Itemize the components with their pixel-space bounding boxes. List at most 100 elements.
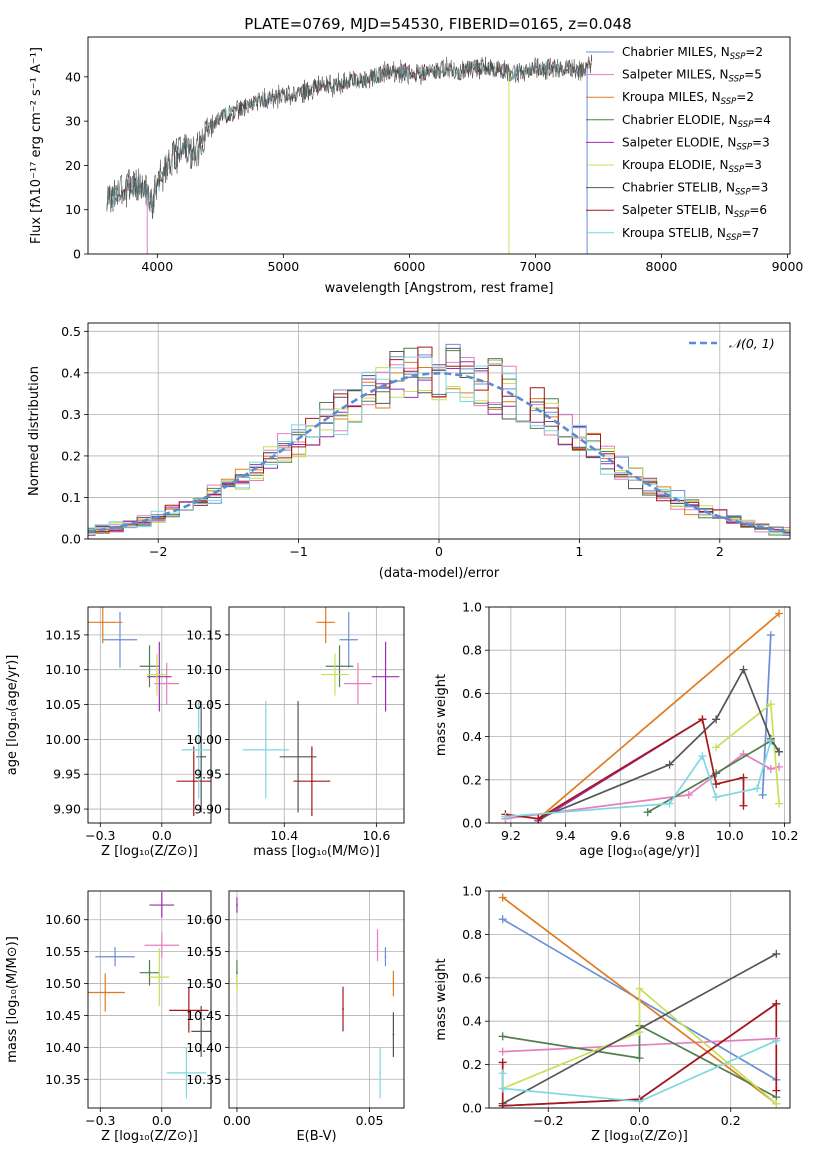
mass_vs_Z-ytick-label: 10.40 — [45, 1040, 81, 1055]
weight_vs_Z-marker — [772, 1086, 781, 1095]
age_vs_mass-point — [334, 673, 336, 676]
age_vs_Z-ytick-label: 10.15 — [45, 627, 81, 642]
mass_vs_Z-point — [104, 991, 107, 994]
spectrum-ytick-label: 0 — [73, 247, 81, 262]
mass_vs_ebv-point — [236, 904, 238, 906]
weight_vs_age-marker — [698, 715, 707, 724]
weight_vs_Z-marker — [498, 893, 507, 902]
weight_vs_Z-marker — [498, 915, 507, 924]
mass_vs_ebv-point — [236, 982, 238, 985]
normal-reference-curve — [88, 371, 790, 533]
weight_vs_age-plot-area — [501, 609, 784, 823]
residuals-xtick-label: −1 — [289, 544, 307, 559]
age_vs_mass-point — [357, 682, 359, 685]
mass_vs_Z-ytick-label: 10.50 — [45, 976, 81, 991]
weight_vs_age-marker — [766, 736, 775, 745]
residuals-legend: 𝒩(0, 1) — [689, 336, 775, 351]
mass_vs_Z-xlabel: Z [log₁₀(Z/Z⊙)] — [101, 1129, 198, 1144]
age_vs_Z-ytick-label: 10.10 — [45, 662, 81, 677]
spectrum-xtick-label: 7000 — [520, 259, 552, 274]
mass_vs_ebv-xtick-label: 0.05 — [356, 1113, 384, 1128]
age_vs_Z-panel: −0.3 0.0 9.90 9.95 10.00 10.05 10.10 10.15 Z [lo… — [5, 606, 212, 859]
mass_vs_ebv-xtick-label: 0.00 — [223, 1113, 251, 1128]
weight_vs_Z-marker — [635, 1097, 644, 1106]
mass_vs_ebv-ytick-label: 10.35 — [186, 1072, 222, 1087]
mass_vs_Z-ylabel: mass [log₁₀(M/M⊙)] — [5, 936, 20, 1063]
legend-entry: Kroupa ELODIE, NSSP=3 — [622, 158, 762, 175]
age_vs_mass-point — [324, 621, 327, 624]
weight_vs_age-marker — [766, 765, 775, 773]
weight_vs_age-marker — [739, 773, 748, 782]
weight_vs_age-series-line — [505, 740, 772, 818]
weight_vs_age-xtick-label: 9.8 — [665, 828, 685, 843]
weight_vs_Z-panel: −0.2 0.0 0.2 0.0 0.2 0.4 0.6 0.8 1.0 Z [log₁₀(Z/Z… — [434, 884, 791, 1144]
mass_vs_Z-panel: −0.3 0.0 10.35 10.40 10.45 10.50 10.55 10.60 Z [… — [5, 890, 212, 1144]
weight_vs_Z-marker — [772, 949, 781, 958]
spectrum-frame — [87, 36, 791, 255]
weight_vs_age-ytick-label: 0.0 — [462, 816, 482, 831]
weight_vs_age-series-line — [537, 612, 780, 820]
age_vs_Z-ytick-label: 10.00 — [45, 732, 81, 747]
weight_vs_age-marker — [684, 790, 693, 799]
weight_vs_age-xtick-label: 9.6 — [610, 828, 630, 843]
age_vs_Z-plot-area — [88, 607, 211, 817]
weight_vs_Z-marker — [498, 1032, 507, 1041]
legend-entry: Salpeter MILES, NSSP=5 — [622, 68, 762, 85]
mass_vs_Z-xtick-label: 0.0 — [152, 1113, 172, 1128]
legend-entry: Chabrier ELODIE, NSSP=4 — [622, 113, 771, 130]
weight_vs_Z-ytick-label: 1.0 — [462, 884, 482, 899]
age_vs_mass-frame — [228, 606, 405, 824]
weight_vs_age-marker — [775, 799, 784, 808]
weight_vs_age-marker — [758, 790, 767, 799]
weight_vs_Z-marker — [498, 1084, 507, 1093]
weight_vs_age-ytick-label: 0.2 — [462, 772, 482, 787]
chart-root: 4000 5000 6000 7000 8000 9000010203040wavelen… — [5, 36, 803, 1144]
spectrum-line — [106, 59, 592, 213]
weight_vs_age-panel: 9.2 9.4 9.6 9.8 10.0 10.2 0.0 0.2 0.4 0.6 0.8 1.0 ag… — [434, 600, 798, 860]
age_vs_mass-plot-area — [242, 607, 400, 817]
mass_vs_Z-ytick-label: 10.60 — [45, 912, 81, 927]
weight_vs_age-marker — [775, 609, 784, 618]
spectrum-panel: 4000 5000 6000 7000 8000 9000 0 10 20 30 40 wavelen… — [29, 36, 803, 296]
weight_vs_Z-ytick-label: 0.0 — [462, 1101, 482, 1116]
weight_vs_Z-marker — [498, 1058, 507, 1067]
weight_vs_age-xtick-label: 9.2 — [501, 828, 521, 843]
residuals-frame — [87, 322, 791, 540]
age_vs_Z-point — [197, 748, 200, 751]
weight_vs_age-xtick-label: 9.4 — [556, 828, 576, 843]
spectrum-xlabel: wavelength [Angstrom, rest frame] — [325, 281, 554, 296]
age_vs_mass-ytick-label: 10.10 — [186, 662, 222, 677]
weight_vs_age-marker — [534, 814, 543, 823]
age_vs_Z-point — [101, 621, 104, 624]
mass_vs_Z-ytick-label: 10.45 — [45, 1008, 81, 1023]
weight_vs_Z-marker — [498, 1047, 507, 1056]
age_vs_Z-point — [158, 675, 161, 678]
mass_vs_ebv-ytick-label: 10.60 — [186, 912, 222, 927]
residual-histogram — [88, 346, 790, 536]
mass_vs_Z-frame — [87, 890, 212, 1109]
weight_vs_age-ylabel: mass weight — [434, 674, 449, 756]
weight_vs_age-frame — [488, 606, 791, 824]
age_vs_mass-ytick-label: 9.95 — [194, 767, 222, 782]
age_vs_mass-ytick-label: 10.00 — [186, 732, 222, 747]
age_vs_mass-point — [297, 755, 299, 758]
residuals-plot-area — [88, 343, 790, 536]
weight_vs_Z-ytick-label: 0.2 — [462, 1057, 482, 1072]
legend-entry: Chabrier STELIB, NSSP=3 — [622, 181, 768, 198]
weight_vs_Z-xtick-label: 0.0 — [630, 1113, 650, 1128]
age_vs_Z-frame — [87, 606, 212, 824]
mass_vs_ebv-frame — [228, 890, 405, 1109]
age_vs_Z-ytick-label: 9.90 — [53, 802, 81, 817]
spectrum-plot-area — [106, 54, 593, 254]
mass_vs_Z-ytick-label: 10.55 — [45, 944, 81, 959]
weight_vs_Z-marker — [772, 1099, 781, 1108]
residuals-ytick-label: 0.3 — [61, 407, 81, 422]
legend-entry: 𝒩(0, 1) — [729, 336, 775, 351]
spectrum-xtick-label: 5000 — [267, 259, 299, 274]
weight_vs_Z-frame — [488, 890, 791, 1109]
age_vs_mass-point — [338, 665, 341, 668]
age_vs_mass-xtick-label: 10.4 — [270, 828, 298, 843]
age_vs_Z-xtick-label: −0.3 — [85, 828, 115, 843]
weight_vs_age-ytick-label: 0.8 — [462, 643, 482, 658]
